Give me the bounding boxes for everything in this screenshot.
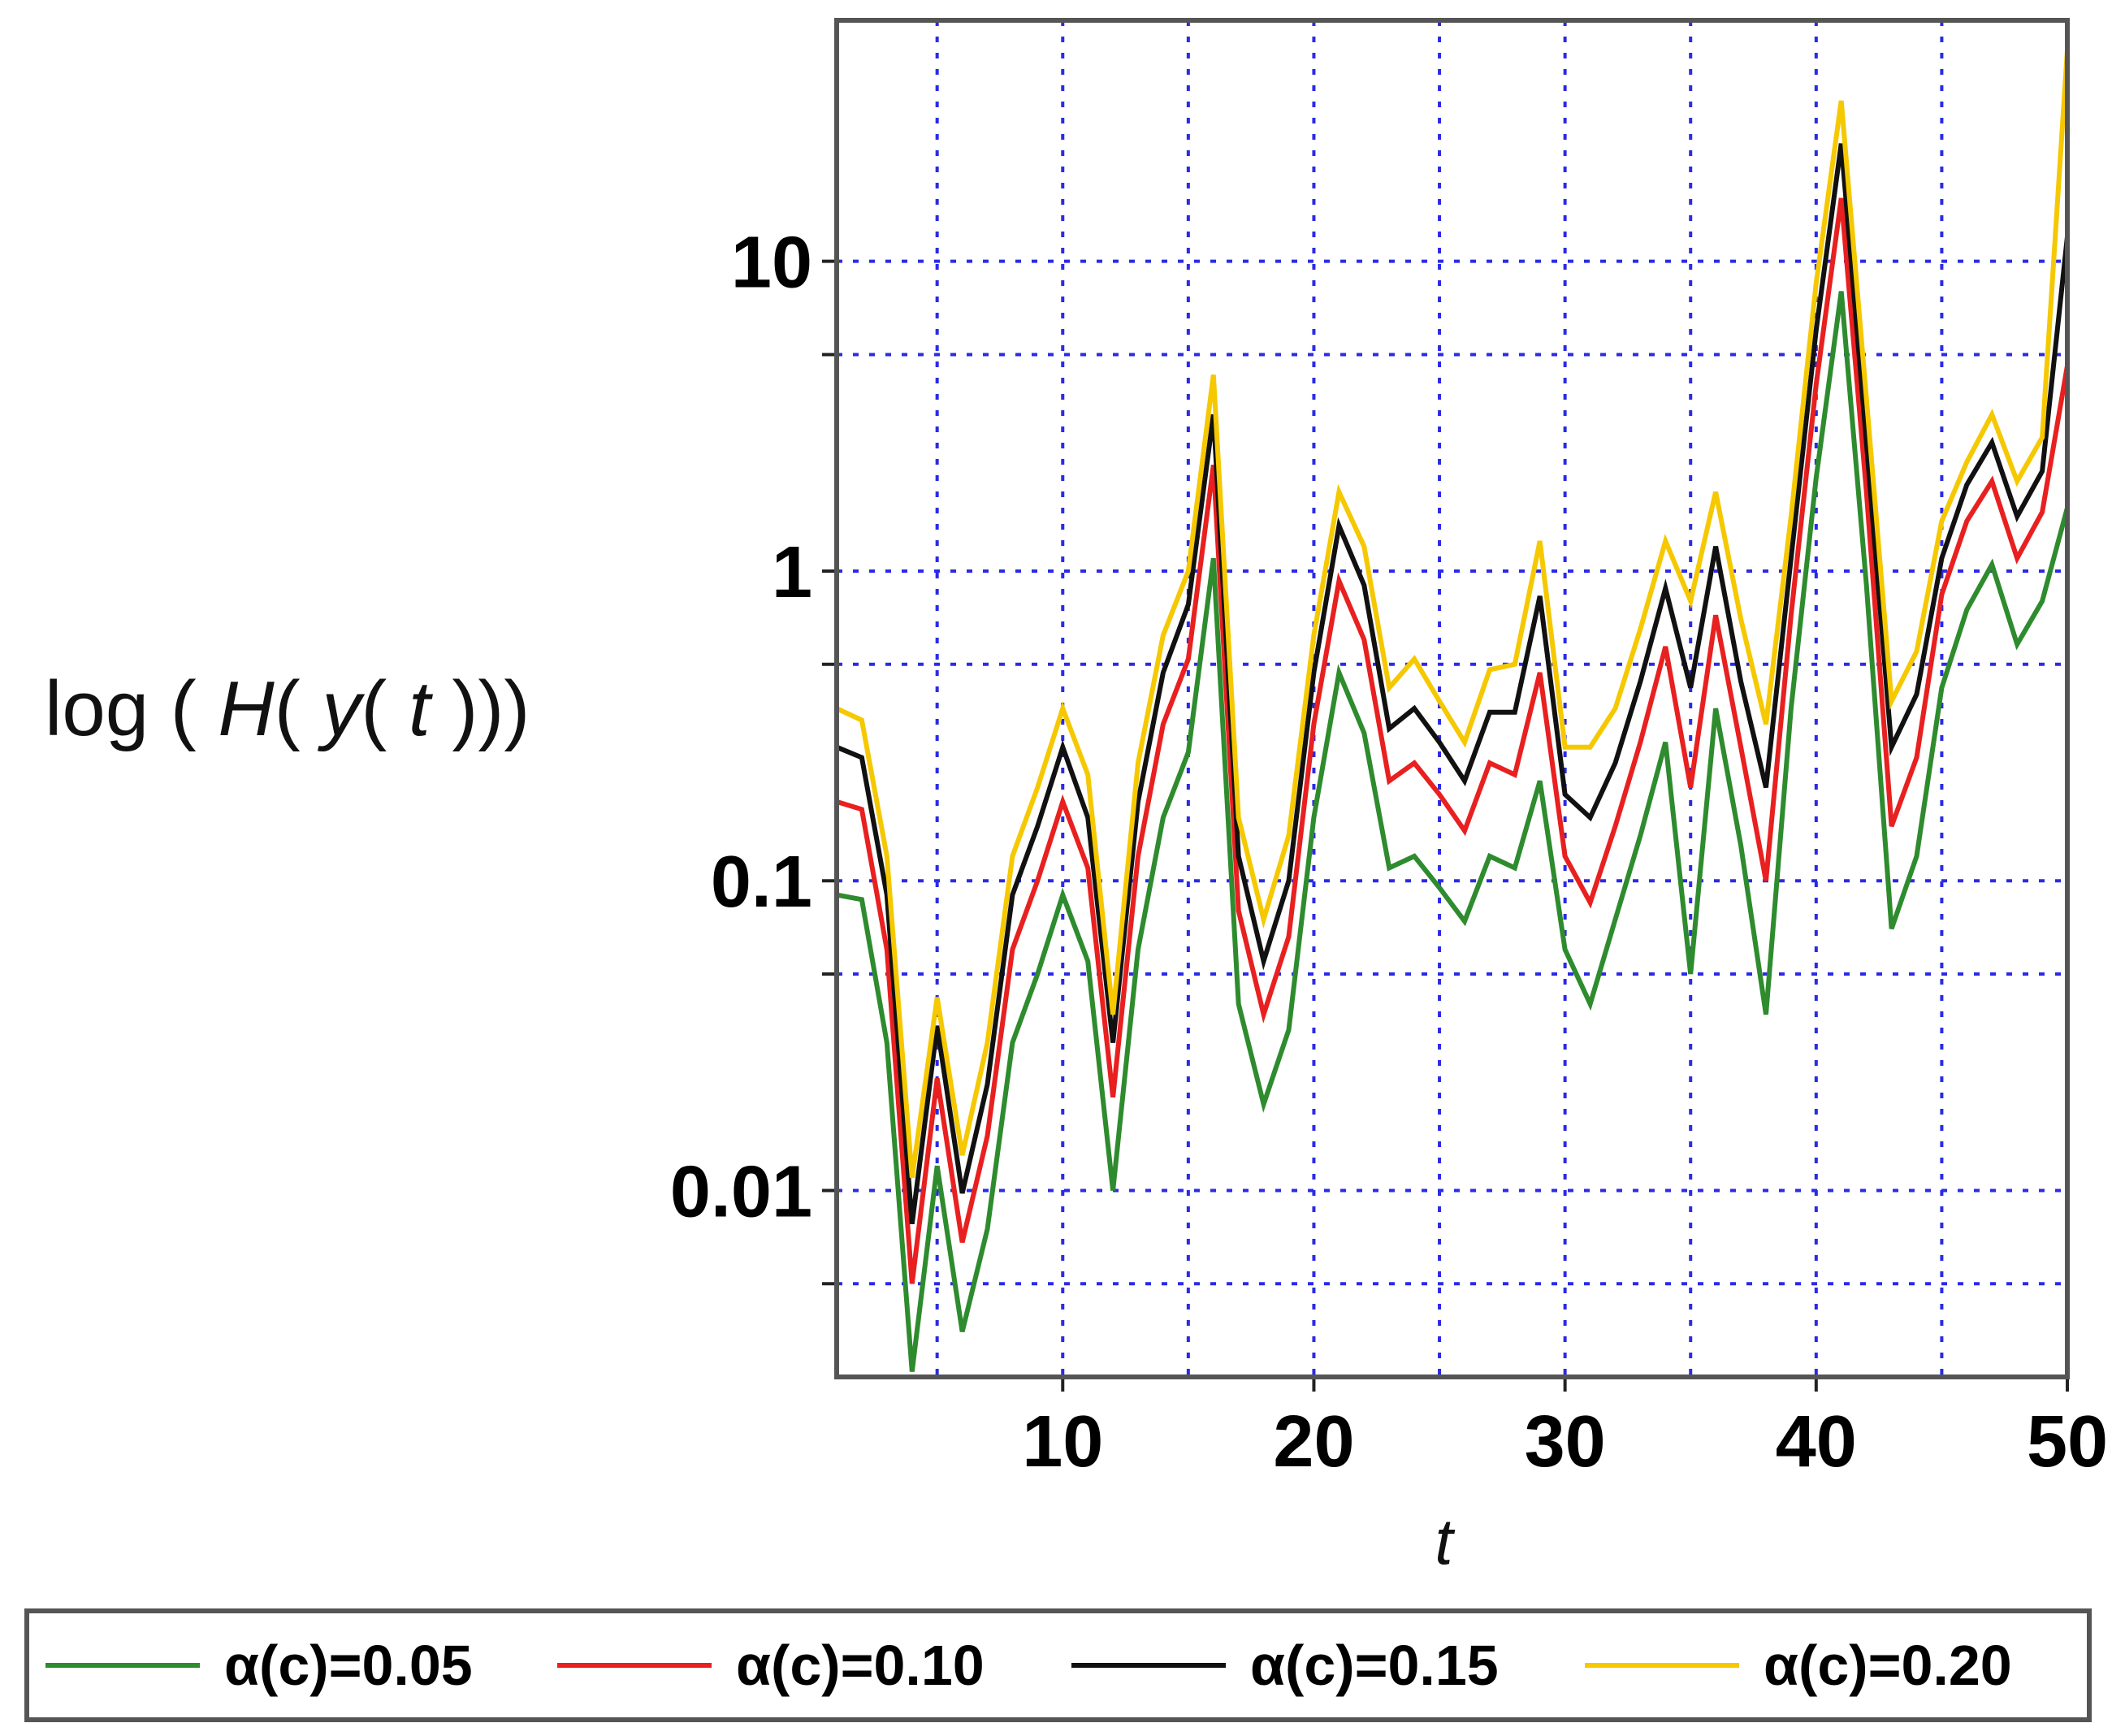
series-line (836, 197, 2070, 1284)
legend-swatch (1585, 1663, 1739, 1668)
legend-swatch (45, 1663, 200, 1668)
x-tick-label: 10 (1022, 1401, 1103, 1483)
legend-item: α(c)=0.10 (557, 1613, 985, 1717)
x-tick-label: 40 (1776, 1401, 1857, 1483)
y-tick-label: 0.1 (711, 842, 812, 923)
line-chart: 0.01 0.1 1 10 10 20 30 40 50 t (670, 18, 2108, 1578)
tick-labels: 0.01 0.1 1 10 10 20 30 40 50 (670, 223, 2108, 1483)
legend-item: α(c)=0.20 (1585, 1613, 2012, 1717)
series-line (836, 291, 2070, 1372)
legend-label: α(c)=0.20 (1764, 1634, 2012, 1697)
y-label-y: y (322, 665, 361, 752)
x-tick-label: 30 (1525, 1401, 1606, 1483)
y-axis-label: log ( H( y( t ))) (45, 665, 530, 754)
y-label-fn: log (45, 665, 149, 752)
legend-swatch (557, 1663, 712, 1668)
legend-label: α(c)=0.05 (224, 1634, 473, 1697)
legend-label: α(c)=0.15 (1250, 1634, 1499, 1697)
legend-item: α(c)=0.05 (45, 1613, 473, 1717)
y-label-paren-3: ( (361, 665, 387, 752)
y-label-paren-1: ( (170, 665, 197, 752)
y-tick-label: 0.01 (670, 1151, 812, 1232)
series-line (835, 143, 2070, 1224)
y-label-paren-2: ( (274, 665, 301, 752)
y-label-t: t (409, 665, 431, 752)
plot-frame (834, 18, 2070, 1379)
legend-item: α(c)=0.15 (1071, 1613, 1499, 1717)
y-tick-label: 10 (731, 223, 812, 304)
x-tick-label: 20 (1273, 1401, 1354, 1483)
y-tick-label: 1 (772, 532, 812, 613)
x-axis-label: t (1435, 1505, 1455, 1578)
y-label-h: H (218, 665, 275, 752)
x-tick-label: 50 (2027, 1401, 2108, 1483)
series-lines (835, 50, 2070, 1372)
legend-swatch (1071, 1663, 1226, 1668)
legend-label: α(c)=0.10 (736, 1634, 985, 1697)
series-line (835, 50, 2070, 1179)
legend: α(c)=0.05 α(c)=0.10 α(c)=0.15 α(c)=0.20 (24, 1608, 2092, 1722)
y-label-close: ))) (452, 665, 530, 752)
